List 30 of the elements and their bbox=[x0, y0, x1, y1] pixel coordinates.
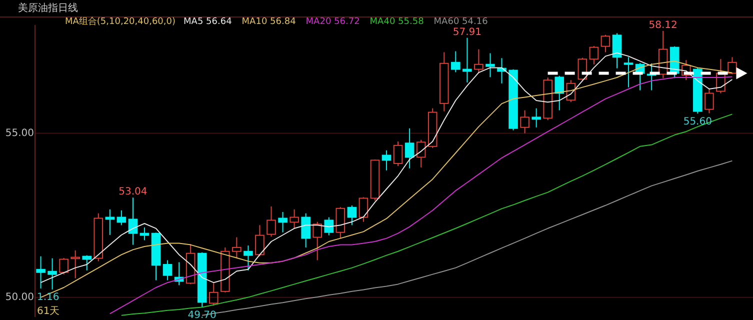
candlestick bbox=[497, 58, 506, 84]
chart-title: 美原油指日线 bbox=[18, 2, 78, 14]
annotation: 1.16 bbox=[37, 292, 60, 303]
text: MA60 54.16 bbox=[434, 17, 488, 27]
annotation: 55.60 bbox=[683, 116, 712, 128]
annotation: 58.12 bbox=[648, 20, 678, 31]
candlestick bbox=[382, 150, 392, 171]
candlestick bbox=[70, 250, 80, 279]
candlestick bbox=[624, 56, 634, 88]
annotation: 49.70 bbox=[188, 310, 216, 320]
candlestick bbox=[486, 52, 495, 78]
candlestick bbox=[244, 244, 253, 271]
text: MA10 56.84 bbox=[242, 17, 296, 27]
candlestick bbox=[128, 197, 138, 246]
candlestick bbox=[48, 258, 57, 290]
text: MA20 56.72 bbox=[306, 17, 360, 27]
y-tick-label: 50.00 bbox=[5, 292, 34, 304]
text: MA5 56.64 bbox=[184, 17, 232, 27]
annotation: 53.04 bbox=[118, 186, 148, 198]
annotation: 61天 bbox=[37, 306, 60, 317]
candlestick bbox=[532, 108, 541, 128]
annotation: 57.91 bbox=[452, 26, 482, 38]
candlestick bbox=[36, 256, 46, 289]
candlestick bbox=[162, 260, 172, 281]
y-tick-label: 55.00 bbox=[5, 128, 34, 140]
legend-title: MA组合(5,10,20,40,60,0) bbox=[65, 16, 176, 27]
candlestick bbox=[439, 52, 449, 112]
candlestick bbox=[462, 37, 472, 83]
candlestick bbox=[404, 128, 414, 169]
text: MA40 55.58 bbox=[370, 17, 424, 27]
